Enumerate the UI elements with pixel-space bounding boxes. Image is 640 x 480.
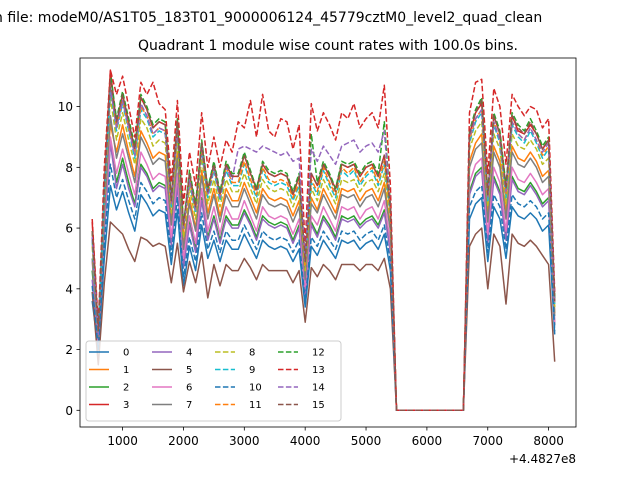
legend-label-8: 8 — [249, 348, 255, 359]
legend-label-12: 12 — [312, 348, 325, 359]
series-line-12 — [91, 72, 556, 412]
x-tick-label: 7000 — [472, 434, 503, 448]
y-tick-label: 10 — [58, 100, 73, 114]
y-axis: 0 2 4 6 8 10 — [58, 100, 80, 418]
series-line-14 — [91, 87, 556, 412]
series-line-9 — [91, 87, 556, 412]
axes-frame — [79, 57, 577, 428]
x-tick-label: 4000 — [290, 434, 321, 448]
legend-label-3: 3 — [123, 400, 129, 411]
x-tick-label: 8000 — [533, 434, 564, 448]
legend-label-10: 10 — [249, 383, 262, 394]
legend-label-4: 4 — [186, 348, 192, 359]
figure-suptitle: n file: modeM0/AS1T05_183T01_9000006124_… — [0, 10, 542, 26]
y-tick-label: 6 — [65, 222, 73, 236]
series-layer — [91, 69, 556, 412]
legend-label-2: 2 — [123, 383, 129, 394]
legend-label-15: 15 — [312, 400, 325, 411]
legend-label-0: 0 — [123, 348, 129, 359]
legend-box — [85, 340, 342, 422]
legend-label-13: 13 — [312, 365, 325, 376]
series-line-4 — [91, 142, 556, 412]
series-line-10 — [91, 163, 556, 412]
y-tick-label: 8 — [65, 161, 73, 175]
x-axis: 1000 2000 3000 4000 5000 6000 7000 8000 — [107, 427, 564, 448]
legend-label-7: 7 — [186, 400, 192, 411]
legend-label-1: 1 — [123, 365, 129, 376]
legend-label-6: 6 — [186, 383, 192, 394]
series-line-7 — [91, 114, 556, 412]
x-axis-offset-label: +4.4827e8 — [509, 452, 576, 466]
x-tick-label: 1000 — [107, 434, 138, 448]
x-tick-label: 6000 — [412, 434, 443, 448]
series-line-5 — [91, 221, 556, 412]
series-line-11 — [91, 78, 556, 412]
legend-label-14: 14 — [312, 383, 325, 394]
legend-label-5: 5 — [186, 365, 192, 376]
x-tick-label: 5000 — [351, 434, 382, 448]
series-line-6 — [91, 136, 556, 412]
series-line-0 — [91, 184, 556, 412]
plot-area: 1000 2000 3000 4000 5000 6000 7000 8000 0246810… — [58, 57, 577, 466]
y-tick-label: 0 — [65, 404, 73, 418]
series-line-8 — [91, 96, 556, 412]
series-line-15 — [91, 78, 556, 412]
y-tick-label: 4 — [65, 282, 73, 296]
x-tick-label: 3000 — [229, 434, 260, 448]
y-tick-label: 2 — [65, 343, 73, 357]
x-tick-label: 2000 — [168, 434, 199, 448]
legend-label-11: 11 — [249, 400, 262, 411]
legend-label-9: 9 — [249, 365, 255, 376]
series-line-13 — [91, 69, 556, 412]
chart-title: Quadrant 1 module wise count rates with … — [138, 38, 518, 54]
